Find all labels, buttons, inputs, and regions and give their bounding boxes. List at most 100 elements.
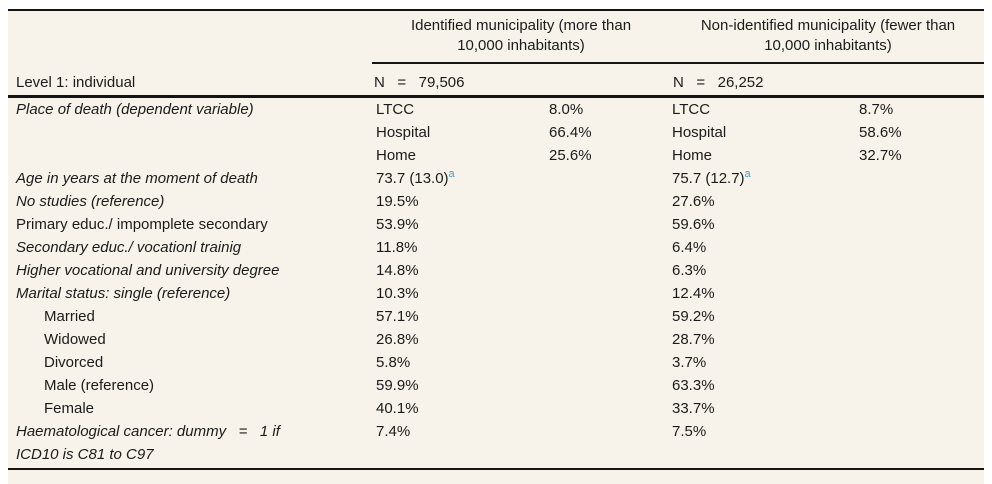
row-label-text: Age in years at the moment of death xyxy=(16,170,258,187)
cell-non-identified-value: 28.7% xyxy=(672,328,715,351)
cell-identified-value: 14.8% xyxy=(376,259,419,282)
table-background xyxy=(8,9,984,484)
table-row: Female 40.1% 33.7% xyxy=(0,397,992,420)
cell-text: 59.2% xyxy=(672,308,715,325)
row-label: Secondary educ./ vocationl trainig xyxy=(16,236,241,259)
cell-non-identified-value: 59.6% xyxy=(672,213,715,236)
cell-text: 26.8% xyxy=(376,331,419,348)
footnote-marker: a xyxy=(744,168,751,180)
cell-identified-value: 10.3% xyxy=(376,282,419,305)
cell-identified-value: 19.5% xyxy=(376,190,419,213)
cell-non-identified-percent: 32.7% xyxy=(859,144,902,167)
cell-text: Home xyxy=(376,147,417,164)
cell-text: 6.3% xyxy=(672,262,707,279)
cell-text: 73.7 (13.0) xyxy=(376,170,449,187)
cell-text: 59.6% xyxy=(672,216,715,233)
column-group-header-non-identified-municipality: Non-identified municipality (fewer than … xyxy=(700,17,956,54)
cell-text: 7.5% xyxy=(672,423,707,440)
table-row: Home 25.6% Home 32.7% xyxy=(0,144,992,167)
table-row: Haematological cancer: dummy = 1 if ICD1… xyxy=(0,420,992,466)
cell-non-identified-value: 63.3% xyxy=(672,374,715,397)
row-label: Male (reference) xyxy=(44,374,154,397)
cell-non-identified-value: 59.2% xyxy=(672,305,715,328)
cell-identified-percent: 25.6% xyxy=(549,144,592,167)
cell-text: 58.6% xyxy=(859,124,902,141)
cell-text: 66.4% xyxy=(549,124,592,141)
cell-identified-value: Home xyxy=(376,144,416,167)
row-label-text: Place of death (dependent variable) xyxy=(16,101,254,118)
group-header-underline xyxy=(372,62,984,64)
cell-text: 19.5% xyxy=(376,193,419,210)
table-row: Married 57.1% 59.2% xyxy=(0,305,992,328)
cell-identified-value: 26.8% xyxy=(376,328,419,351)
row-label-text: Haematological cancer: dummy = 1 if ICD1… xyxy=(16,423,280,463)
cell-non-identified-value: 6.3% xyxy=(672,259,706,282)
cell-text: 5.8% xyxy=(376,354,411,371)
row-label-text: Secondary educ./ vocationl trainig xyxy=(16,239,242,256)
cell-text: 12.4% xyxy=(672,285,715,302)
row-label: Higher vocational and university degree xyxy=(16,259,280,282)
sample-size-identified: N = 79,506 xyxy=(374,74,465,91)
level-row-label: Level 1: individual xyxy=(16,74,136,91)
top-rule xyxy=(8,9,984,11)
cell-identified-value: 57.1% xyxy=(376,305,419,328)
cell-text: Hospital xyxy=(672,124,727,141)
cell-text: 6.4% xyxy=(672,239,707,256)
table-row: Age in years at the moment of death 73.7 … xyxy=(0,167,992,190)
cell-non-identified-value: 75.7 (12.7)a xyxy=(672,167,751,190)
row-label: Female xyxy=(44,397,94,420)
row-label: Place of death (dependent variable) xyxy=(16,98,254,121)
table-row: No studies (reference) 19.5% 27.6% xyxy=(0,190,992,213)
table-row: Marital status: single (reference) 10.3% 1… xyxy=(0,282,992,305)
cell-non-identified-value: Home xyxy=(672,144,712,167)
column-group-header-identified-municipality: Identified municipality (more than 10,00… xyxy=(410,17,632,54)
row-label: Marital status: single (reference) xyxy=(16,282,230,305)
cell-text: LTCC xyxy=(376,101,415,118)
cell-non-identified-value: 27.6% xyxy=(672,190,715,213)
cell-identified-value: LTCC xyxy=(376,98,414,121)
bottom-rule xyxy=(8,468,984,470)
row-label: Married xyxy=(44,305,95,328)
cell-non-identified-percent: 58.6% xyxy=(859,121,902,144)
row-label: Age in years at the moment of death xyxy=(16,167,258,190)
cell-text: 10.3% xyxy=(376,285,419,302)
table-row: Divorced 5.8% 3.7% xyxy=(0,351,992,374)
cell-text: 33.7% xyxy=(672,400,715,417)
cell-text: Hospital xyxy=(376,124,431,141)
footnote-marker: a xyxy=(448,168,455,180)
cell-non-identified-value: 7.5% xyxy=(672,420,706,443)
cell-non-identified-percent: 8.7% xyxy=(859,98,893,121)
row-label: Divorced xyxy=(44,351,103,374)
cell-text: 8.0% xyxy=(549,101,584,118)
row-label-text: Marital status: single (reference) xyxy=(16,285,231,302)
cell-non-identified-value: 33.7% xyxy=(672,397,715,420)
cell-identified-value: 11.8% xyxy=(376,236,417,259)
cell-identified-value: 5.8% xyxy=(376,351,410,374)
header-body-divider-rule xyxy=(8,95,984,98)
row-label: Haematological cancer: dummy = 1 if ICD1… xyxy=(16,420,280,466)
cell-text: Home xyxy=(672,147,713,164)
cell-text: 7.4% xyxy=(376,423,411,440)
cell-text: 57.1% xyxy=(376,308,419,325)
cell-text: 40.1% xyxy=(376,400,419,417)
row-label-text: Divorced xyxy=(44,354,104,371)
cell-identified-percent: 8.0% xyxy=(549,98,583,121)
table-row: Higher vocational and university degree 1… xyxy=(0,259,992,282)
cell-non-identified-value: 6.4% xyxy=(672,236,706,259)
sample-size-non-identified: N = 26,252 xyxy=(673,74,764,91)
cell-text: 28.7% xyxy=(672,331,715,348)
table-row: Widowed 26.8% 28.7% xyxy=(0,328,992,351)
cell-text: 27.6% xyxy=(672,193,715,210)
cell-non-identified-value: Hospital xyxy=(672,121,726,144)
cell-text: 32.7% xyxy=(859,147,902,164)
row-label-text: Married xyxy=(44,308,95,325)
row-label-text: No studies (reference) xyxy=(16,193,165,210)
cell-text: 75.7 (12.7) xyxy=(672,170,745,187)
cell-identified-value: 59.9% xyxy=(376,374,419,397)
cell-non-identified-value: 3.7% xyxy=(672,351,706,374)
row-label-text: Widowed xyxy=(44,331,106,348)
cell-text: 8.7% xyxy=(859,101,894,118)
cell-text: 59.9% xyxy=(376,377,419,394)
table-row: Place of death (dependent variable) LTCC 8… xyxy=(0,98,992,121)
cell-non-identified-value: LTCC xyxy=(672,98,710,121)
